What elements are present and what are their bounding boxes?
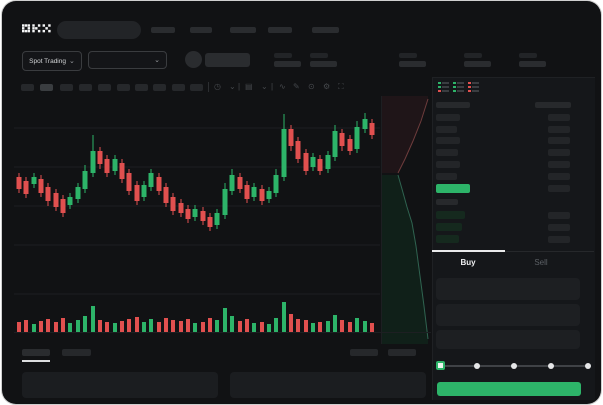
orders-empty-box-left [22, 372, 218, 398]
tab-buy[interactable]: Buy [460, 258, 476, 267]
ask-row-amount [548, 137, 570, 144]
stat-label-2 [399, 53, 417, 58]
orderbook-header-price [436, 102, 470, 108]
slider-stop-4[interactable] [585, 363, 591, 369]
ask-row-price[interactable] [436, 173, 457, 180]
pair-dropdown[interactable]: ⌄ [88, 51, 167, 69]
spread-indicator [436, 199, 458, 205]
nav-item-1[interactable] [190, 27, 212, 33]
orderbook-header-amount [535, 102, 571, 108]
last-price-highlight[interactable] [436, 184, 470, 193]
bid-row-amount [548, 212, 570, 219]
nav-item-0[interactable] [151, 27, 175, 33]
coin-avatar [185, 51, 202, 68]
timeframe-button-2[interactable] [60, 84, 73, 91]
chevron-down-icon[interactable]: ⌄ [261, 82, 268, 91]
timeframe-button-4[interactable] [98, 84, 111, 91]
draw-icon[interactable]: ✎ [293, 82, 300, 91]
market-type-label: Spot Trading [29, 57, 66, 65]
orders-active-tab-underline [22, 360, 50, 362]
interval-icon[interactable]: ◷ [214, 82, 221, 91]
price-input[interactable] [436, 278, 580, 300]
bid-row-price[interactable] [436, 235, 459, 243]
okx-logo [22, 22, 51, 35]
bottom-divider [14, 332, 431, 333]
timeframe-button-3[interactable] [79, 84, 92, 91]
orderbook-layout-sells-icon[interactable] [468, 82, 479, 92]
market-type-dropdown[interactable]: Spot Trading ⌄ [22, 51, 82, 71]
slider-handle[interactable] [435, 361, 445, 370]
chevron-down-icon: ⌄ [154, 56, 160, 64]
fullscreen-icon[interactable]: ⛶ [338, 82, 344, 91]
stat-value-2 [399, 61, 426, 67]
slider-stop-3[interactable] [548, 363, 554, 369]
orderbook-layout-buys-icon[interactable] [453, 82, 464, 92]
buy-button[interactable] [437, 382, 581, 396]
divider: | [238, 82, 241, 91]
orderbook-layout-both-icon[interactable] [438, 82, 449, 92]
bid-row-amount [548, 224, 570, 231]
timeframe-button-6[interactable] [135, 84, 148, 91]
ask-row-price[interactable] [436, 126, 457, 133]
tabs-divider [432, 251, 594, 252]
timeframe-button-8[interactable] [172, 84, 185, 91]
timeframe-button-9[interactable] [190, 84, 203, 91]
camera-icon[interactable]: ⊙ [308, 82, 315, 91]
slider-stop-2[interactable] [511, 363, 517, 369]
bid-row-price[interactable] [436, 223, 462, 231]
stat-value-4 [519, 61, 546, 67]
ask-row-amount [548, 114, 570, 121]
nav-item-3[interactable] [268, 27, 292, 33]
stat-label-4 [519, 53, 537, 58]
orders-cancel-all-button[interactable] [388, 349, 416, 356]
divider: | [271, 82, 274, 91]
chart-type-icon[interactable]: ▤ [245, 82, 253, 91]
pair-name-placeholder[interactable] [205, 53, 250, 67]
bid-row-amount [548, 236, 570, 243]
ask-row-price[interactable] [436, 161, 460, 168]
price-chart[interactable] [14, 96, 380, 332]
ask-row-amount [548, 161, 570, 168]
ask-row-price[interactable] [436, 137, 460, 144]
timeframe-button-5[interactable] [117, 84, 130, 91]
slider-stop-1[interactable] [474, 363, 480, 369]
chevron-down-icon: ⌄ [68, 57, 75, 65]
orders-tab-open[interactable] [22, 349, 50, 356]
nav-item-4[interactable] [312, 27, 339, 33]
total-input[interactable] [436, 330, 580, 349]
stat-label-3 [464, 53, 482, 58]
timeframe-button-1[interactable] [40, 84, 53, 91]
ask-row-amount [548, 173, 570, 180]
ask-row-price[interactable] [436, 114, 460, 121]
search-input[interactable] [57, 21, 141, 39]
toolbar-divider [208, 82, 209, 92]
bid-row-price[interactable] [436, 211, 465, 219]
depth-chart[interactable] [381, 96, 432, 344]
chevron-down-icon[interactable]: ⌄ [229, 82, 236, 91]
stat-value-1 [310, 61, 337, 67]
ask-row-amount [548, 126, 570, 133]
active-tab-underline [432, 250, 505, 252]
settings-icon[interactable]: ⚙ [323, 82, 331, 91]
orders-filter-button[interactable] [350, 349, 378, 356]
orders-empty-box-right [230, 372, 426, 398]
ask-row-price[interactable] [436, 149, 458, 156]
stat-value-3 [464, 61, 491, 67]
orders-tab-history[interactable] [62, 349, 91, 356]
stat-value-0 [274, 61, 301, 67]
ask-row-amount [548, 149, 570, 156]
last-price-amount [548, 185, 570, 192]
timeframe-button-0[interactable] [21, 84, 34, 91]
stat-label-1 [310, 53, 328, 58]
timeframe-button-7[interactable] [153, 84, 166, 91]
amount-input[interactable] [436, 304, 580, 326]
nav-item-2[interactable] [230, 27, 256, 33]
stat-label-0 [274, 53, 292, 58]
indicator-icon[interactable]: ∿ [279, 82, 286, 91]
tab-sell[interactable]: Sell [534, 258, 548, 267]
